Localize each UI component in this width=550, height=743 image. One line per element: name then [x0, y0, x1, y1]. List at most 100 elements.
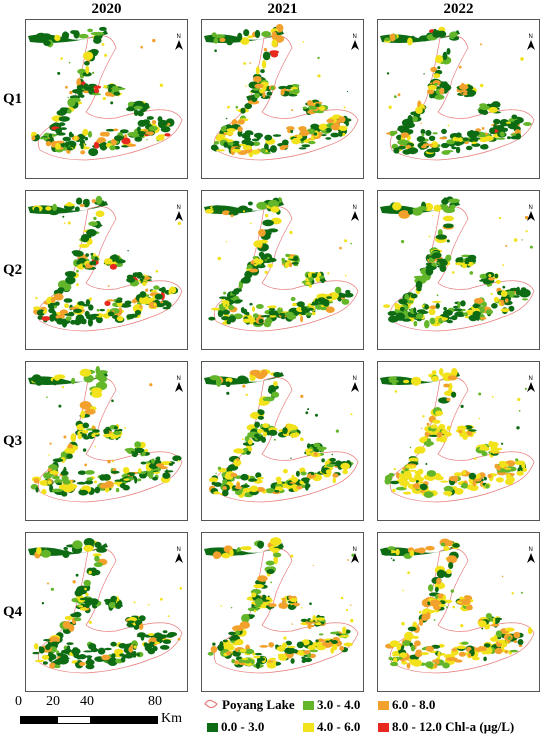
- water-patch: [267, 662, 277, 669]
- pond: [300, 394, 304, 398]
- water-patch: [229, 549, 234, 557]
- pond: [469, 271, 474, 275]
- water-patch: [430, 426, 439, 429]
- water-patch: [466, 130, 473, 137]
- water-patch: [441, 150, 451, 155]
- water-patch: [54, 664, 61, 669]
- water-patch: [455, 132, 462, 138]
- water-patch: [271, 305, 276, 308]
- water-patch: [384, 474, 393, 482]
- water-patch: [72, 651, 78, 656]
- water-patch: [78, 433, 82, 439]
- pond: [104, 53, 108, 57]
- water-patch: [232, 140, 240, 144]
- water-patch: [81, 433, 88, 437]
- water-patch: [290, 658, 295, 664]
- scale-segment-2: [57, 716, 91, 724]
- pond: [84, 463, 88, 467]
- water-patch: [457, 425, 467, 431]
- water-patch: [237, 126, 243, 132]
- north-arrow-icon: N: [527, 547, 535, 563]
- water-patch: [251, 149, 260, 155]
- water-patch: [411, 116, 418, 122]
- pond: [217, 466, 221, 470]
- water-patch: [254, 421, 260, 428]
- water-patch: [95, 210, 105, 218]
- map-panel-Q3-2022: N: [377, 361, 540, 521]
- legend-swatch-8-12: [378, 723, 389, 732]
- water-patch: [64, 313, 72, 316]
- water-patch: [301, 477, 310, 482]
- pond: [422, 415, 425, 418]
- water-patch: [383, 304, 391, 308]
- map-panel-Q1-2022: N: [377, 19, 540, 179]
- water-patch: [104, 647, 112, 651]
- water-patch: [210, 144, 218, 151]
- water-patch: [432, 300, 442, 303]
- water-patch: [270, 85, 275, 91]
- water-patch: [35, 487, 39, 493]
- pond: [113, 602, 115, 604]
- water-patch: [425, 130, 432, 136]
- water-patch: [439, 136, 448, 140]
- water-patch: [236, 551, 247, 556]
- water-patch: [137, 620, 142, 624]
- water-patch: [125, 643, 131, 648]
- water-patch: [257, 575, 268, 582]
- water-patch: [425, 609, 436, 614]
- water-patch: [499, 119, 509, 127]
- water-patch: [83, 436, 90, 440]
- water-patch: [439, 368, 444, 376]
- water-patch: [57, 652, 63, 657]
- water-patch: [514, 460, 526, 466]
- water-patch: [388, 656, 393, 661]
- pond: [115, 599, 117, 601]
- water-patch: [343, 642, 353, 647]
- north-arrow-icon: N: [351, 205, 359, 221]
- pond: [426, 422, 430, 426]
- water-patch: [498, 460, 506, 466]
- pond: [49, 442, 52, 445]
- pond: [517, 397, 521, 402]
- water-patch: [80, 234, 90, 243]
- water-patch: [330, 297, 337, 301]
- water-patch: [41, 654, 50, 660]
- water-patch: [417, 206, 428, 211]
- water-patch: [53, 374, 61, 381]
- water-patch: [226, 468, 233, 473]
- water-patch: [491, 449, 500, 453]
- water-patch: [345, 120, 349, 127]
- legend-item-8-12: 8.0 - 12.0 Chl-a (μg/L): [378, 719, 514, 735]
- water-patch: [234, 642, 244, 645]
- water-patch: [58, 116, 70, 122]
- water-patch: [252, 313, 259, 319]
- water-patch: [217, 310, 224, 318]
- water-patch: [281, 139, 289, 146]
- water-patch: [54, 659, 62, 665]
- water-patch: [226, 651, 231, 656]
- water-patch: [231, 290, 240, 295]
- water-patch: [147, 647, 156, 655]
- water-patch: [423, 441, 434, 446]
- pond: [63, 222, 66, 225]
- pond: [300, 607, 303, 609]
- water-patch: [432, 659, 440, 663]
- water-patch: [75, 197, 83, 205]
- pond: [290, 554, 294, 558]
- water-patch: [240, 473, 249, 481]
- water-patch: [144, 449, 149, 452]
- water-patch: [256, 264, 266, 269]
- water-patch: [164, 634, 175, 638]
- water-patch: [116, 315, 124, 322]
- water-patch: [262, 219, 274, 227]
- water-patch: [338, 132, 343, 137]
- pond: [67, 96, 69, 99]
- water-patch: [431, 375, 439, 382]
- pond: [350, 618, 354, 623]
- water-patch: [262, 91, 266, 98]
- water-patch: [140, 461, 147, 465]
- north-arrow-icon: N: [351, 376, 359, 392]
- water-patch: [478, 620, 487, 628]
- water-patch: [472, 304, 481, 307]
- water-patch: [111, 86, 118, 89]
